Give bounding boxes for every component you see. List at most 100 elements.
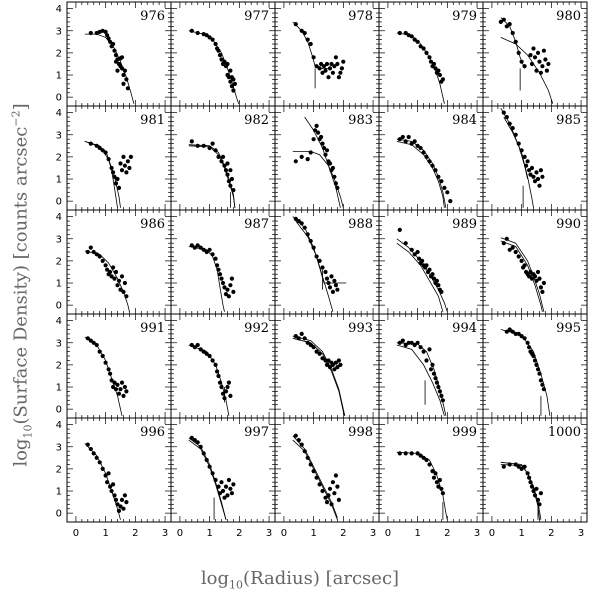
panel-988: 988: [274, 209, 380, 315]
data-point: [532, 274, 538, 279]
data-point: [195, 30, 200, 36]
data-point: [210, 471, 215, 476]
data-point: [538, 378, 544, 383]
data-point: [427, 159, 432, 164]
data-point: [118, 387, 123, 392]
data-point: [213, 256, 218, 261]
data-point: [535, 50, 541, 56]
data-point: [311, 345, 316, 350]
data-point: [326, 280, 331, 286]
data-point: [332, 367, 337, 372]
data-point: [198, 245, 203, 250]
data-point: [296, 438, 301, 443]
panel-label: 1000: [548, 425, 581, 440]
data-point: [529, 276, 535, 281]
data-point: [440, 77, 445, 82]
data-point: [418, 345, 423, 350]
data-point: [433, 168, 438, 173]
data-point: [118, 161, 123, 166]
y-tick-label: 0: [56, 197, 62, 208]
panel-data: [188, 342, 233, 416]
data-point: [299, 154, 304, 159]
data-point: [510, 245, 515, 250]
panel-978: 978: [274, 1, 380, 107]
panel-990: 990: [482, 209, 588, 315]
data-point: [339, 66, 344, 71]
panel-label: 995: [556, 321, 581, 336]
data-point: [106, 36, 111, 41]
data-point: [121, 72, 126, 78]
data-point: [427, 462, 432, 467]
data-point: [531, 174, 536, 179]
data-point: [327, 285, 333, 290]
data-point: [112, 174, 117, 179]
data-point: [415, 143, 420, 148]
data-point: [314, 123, 319, 128]
data-point: [409, 141, 414, 146]
panel-981: 0 1 2 3 4 981: [56, 105, 172, 211]
data-point: [100, 148, 105, 153]
data-point: [94, 342, 99, 348]
data-point: [97, 145, 102, 151]
data-point: [299, 442, 304, 447]
data-point: [106, 471, 111, 476]
data-point: [532, 358, 538, 363]
data-point: [305, 37, 310, 42]
data-point: [299, 28, 304, 33]
data-point: [397, 30, 402, 36]
panel-data: [498, 17, 554, 104]
data-point: [88, 141, 93, 146]
data-point: [427, 267, 432, 272]
data-point: [534, 68, 539, 73]
x-tick-label: 2: [340, 528, 346, 539]
data-point: [403, 451, 408, 456]
panel-label: 981: [140, 113, 165, 128]
panel-label: 992: [244, 321, 269, 336]
model-curve: [188, 30, 240, 104]
panel-label: 978: [348, 9, 373, 24]
data-point: [192, 245, 197, 250]
data-point: [507, 462, 512, 467]
panel-data: [84, 442, 129, 520]
panel-label: 977: [244, 9, 269, 24]
data-point: [225, 161, 230, 166]
y-tick-label: 1: [56, 487, 62, 498]
data-point: [421, 150, 426, 155]
data-point: [311, 469, 316, 474]
panel-data: [396, 338, 447, 416]
data-point: [537, 502, 542, 507]
data-point: [448, 199, 453, 204]
data-point: [540, 64, 545, 69]
data-point: [406, 340, 411, 345]
data-point: [329, 61, 334, 67]
panel-label: 985: [556, 113, 581, 128]
data-point: [341, 59, 346, 64]
data-point: [335, 365, 340, 370]
data-point: [436, 68, 441, 73]
data-point: [320, 141, 325, 146]
data-point: [528, 172, 533, 177]
data-point: [216, 48, 221, 53]
panel-label: 999: [452, 425, 477, 440]
data-point: [94, 143, 99, 148]
data-point: [439, 393, 444, 398]
data-point: [125, 159, 130, 164]
data-point: [88, 30, 93, 36]
y-tick-label: 2: [56, 256, 62, 267]
data-point: [529, 484, 535, 489]
data-point: [305, 232, 310, 237]
data-point: [116, 185, 122, 190]
x-tick-label: 0: [177, 528, 183, 539]
data-point: [189, 28, 194, 33]
x-tick-label: 1: [310, 528, 316, 539]
data-point: [229, 176, 234, 182]
data-point: [541, 387, 547, 392]
data-point: [223, 168, 229, 173]
panel-label: 989: [452, 217, 477, 232]
data-point: [445, 190, 450, 195]
data-point: [97, 460, 102, 465]
y-tick-label: 2: [56, 152, 62, 163]
y-tick-label: 0: [56, 405, 62, 416]
data-point: [527, 168, 532, 173]
model-curve: [188, 439, 227, 520]
